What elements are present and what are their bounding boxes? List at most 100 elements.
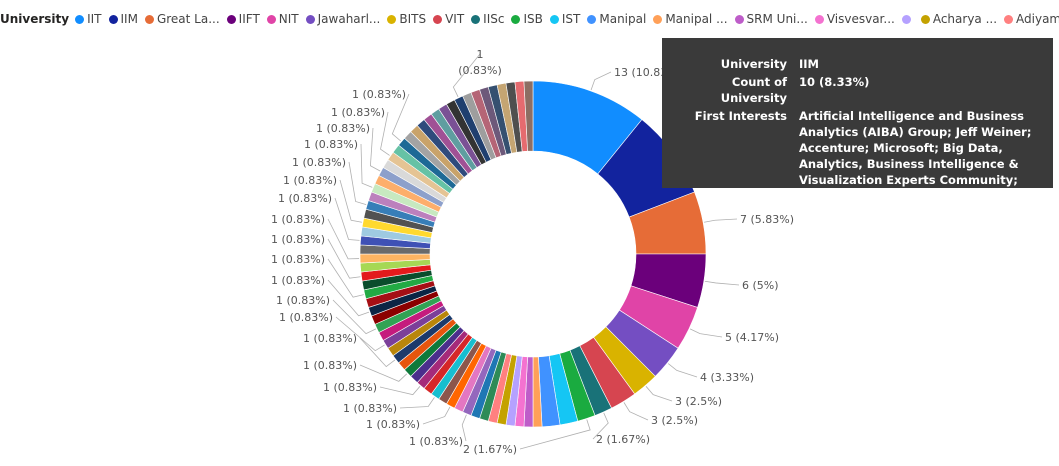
- chart-legend: University IIT IIM Great La... IIFT NIT Jawaha…: [0, 10, 1059, 28]
- leader-line: [623, 402, 649, 421]
- legend-label: Adiyaman: [1016, 12, 1059, 26]
- legend-marker: [511, 15, 521, 24]
- legend-label: NIT: [278, 12, 299, 26]
- legend-label: ISB: [523, 12, 543, 26]
- tooltip-label: First Interests: [694, 109, 787, 123]
- leader-line: [379, 386, 421, 396]
- data-label: 1 (0.83%): [366, 418, 420, 431]
- data-label: 1 (0.83%): [271, 213, 325, 226]
- data-label: 1 (0.83%): [292, 156, 346, 169]
- donut-slice[interactable]: [523, 80, 534, 152]
- leader-line: [327, 258, 364, 298]
- legend-item[interactable]: BITS: [387, 10, 426, 28]
- legend-item[interactable]: Adiyaman: [1004, 10, 1059, 28]
- legend-item[interactable]: ISB: [511, 10, 543, 28]
- leader-line: [332, 299, 377, 335]
- legend-label: Jawaharl...: [317, 12, 381, 26]
- legend-label: Manipal: [599, 12, 647, 26]
- data-label: 6 (5%): [742, 279, 779, 292]
- leader-line: [461, 414, 467, 442]
- leader-line: [519, 419, 591, 450]
- leader-line: [399, 397, 435, 409]
- label-leader-lines: [327, 53, 740, 450]
- legend-label: IISc: [483, 12, 505, 26]
- legend-label: Visvesvar...: [826, 12, 895, 26]
- leader-line: [452, 53, 481, 98]
- legend-marker: [433, 15, 443, 24]
- legend-item[interactable]: Jawaharl...: [305, 10, 381, 28]
- legend-label: Acharya ...: [932, 12, 998, 26]
- data-label: 1 (0.83%): [352, 88, 406, 101]
- data-label: 5 (4.17%): [725, 331, 779, 344]
- legend-marker: [814, 15, 824, 24]
- leader-line: [370, 127, 381, 172]
- legend-item[interactable]: NIT: [266, 10, 299, 28]
- leader-line: [327, 279, 370, 317]
- data-label: 1 (0.83%): [316, 122, 370, 135]
- leader-line: [689, 328, 723, 338]
- legend-label: Great La...: [156, 12, 220, 26]
- legend-marker: [226, 15, 236, 24]
- legend-marker: [144, 15, 154, 24]
- legend-label: IIM: [120, 12, 138, 26]
- data-label: 1 (0.83%): [271, 253, 325, 266]
- data-labels: 13 (10.83%)10 (8.33%)7 (5.83%)6 (5%)5 (4…: [271, 48, 794, 456]
- data-label: 1 (0.83%): [331, 106, 385, 119]
- legend-item[interactable]: SRM Uni...: [734, 10, 808, 28]
- tooltip-value: IIM: [799, 57, 820, 71]
- leader-line: [360, 143, 373, 188]
- legend-marker: [387, 15, 397, 24]
- legend-item[interactable]: Visvesvar...: [814, 10, 895, 28]
- tooltip-row-count: Count of University 10 (8.33%): [662, 74, 1043, 106]
- data-label: 2 (1.67%): [596, 433, 650, 446]
- data-label: 1 (0.83%): [303, 359, 357, 372]
- legend-item[interactable]: VIT: [433, 10, 464, 28]
- data-label: 1 (0.83%): [304, 138, 358, 151]
- leader-line: [667, 363, 698, 378]
- tooltip-label: University: [720, 57, 787, 71]
- data-label: 1 (0.83%): [276, 294, 330, 307]
- legend-item[interactable]: Manipal: [587, 10, 646, 28]
- data-label: 2 (1.67%): [463, 443, 517, 456]
- legend-marker: [587, 15, 597, 24]
- leader-line: [348, 161, 367, 205]
- legend-item[interactable]: IISc: [471, 10, 504, 28]
- data-label: 3 (2.5%): [651, 414, 698, 427]
- legend-marker: [901, 15, 911, 24]
- legend-item[interactable]: Great La...: [144, 10, 220, 28]
- legend-item[interactable]: IIM: [108, 10, 138, 28]
- legend-item[interactable]: Manipal ...: [653, 10, 728, 28]
- legend-label: SRM Uni...: [746, 12, 808, 26]
- legend-marker: [1004, 15, 1014, 24]
- tooltip-value: Artificial Intelligence and Business Ana…: [799, 109, 1032, 203]
- legend-item[interactable]: IIFT: [226, 10, 260, 28]
- donut-slices: [359, 80, 707, 428]
- data-label: 1 (0.83%): [323, 381, 377, 394]
- tooltip-row-interests: First Interests Artificial Intelligence …: [662, 108, 1043, 204]
- legend-items: IIT IIM Great La... IIFT NIT Jawaharl... BITS V…: [75, 12, 1059, 26]
- legend-label: IIT: [87, 12, 102, 26]
- legend-item[interactable]: Acharya ...: [920, 10, 998, 28]
- data-label: 1 (0.83%): [279, 311, 333, 324]
- data-label: 1 (0.83%): [278, 192, 332, 205]
- legend-marker: [108, 15, 118, 24]
- data-label: 1 (0.83%): [271, 274, 325, 287]
- data-label: 4 (3.33%): [700, 371, 754, 384]
- data-label: 1 (0.83%): [343, 402, 397, 415]
- leader-line: [359, 364, 408, 382]
- legend-item[interactable]: IST: [549, 10, 580, 28]
- legend-item[interactable]: [901, 10, 914, 28]
- legend-marker: [75, 15, 85, 24]
- legend-label: BITS: [399, 12, 427, 26]
- legend-label: Manipal ...: [665, 12, 728, 26]
- tooltip-label: Count of University: [720, 75, 787, 105]
- legend-title: University: [0, 12, 70, 26]
- data-label: 1 (0.83%): [283, 174, 337, 187]
- legend-item[interactable]: IIT: [75, 10, 102, 28]
- legend-marker: [266, 15, 276, 24]
- leader-line: [590, 71, 612, 91]
- leader-line: [592, 412, 609, 440]
- leader-line: [339, 179, 362, 223]
- data-label: 1: [477, 48, 484, 61]
